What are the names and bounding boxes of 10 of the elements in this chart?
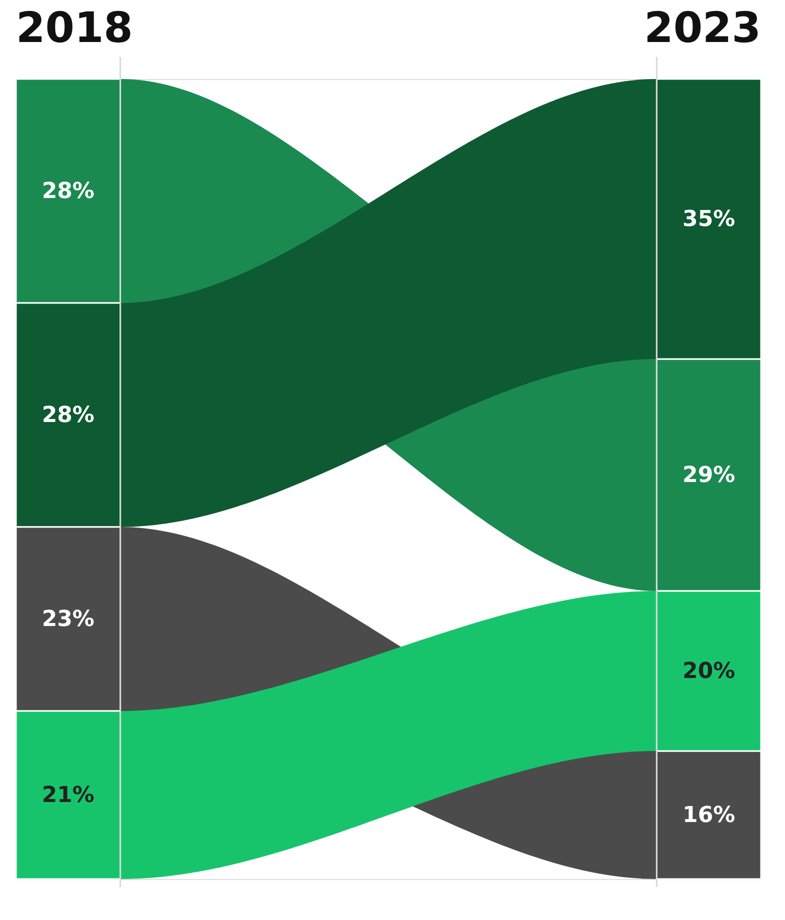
data-label: 29% [682,463,736,488]
data-label: 16% [682,803,736,828]
data-label: 20% [682,659,736,684]
data-label: 23% [42,607,94,632]
category-label: 2018 [16,3,133,52]
data-label: 28% [42,179,94,204]
category-label: 2023 [644,3,761,52]
data-label: 28% [42,403,94,428]
data-label: 35% [682,207,736,232]
data-label: 21% [42,783,94,808]
